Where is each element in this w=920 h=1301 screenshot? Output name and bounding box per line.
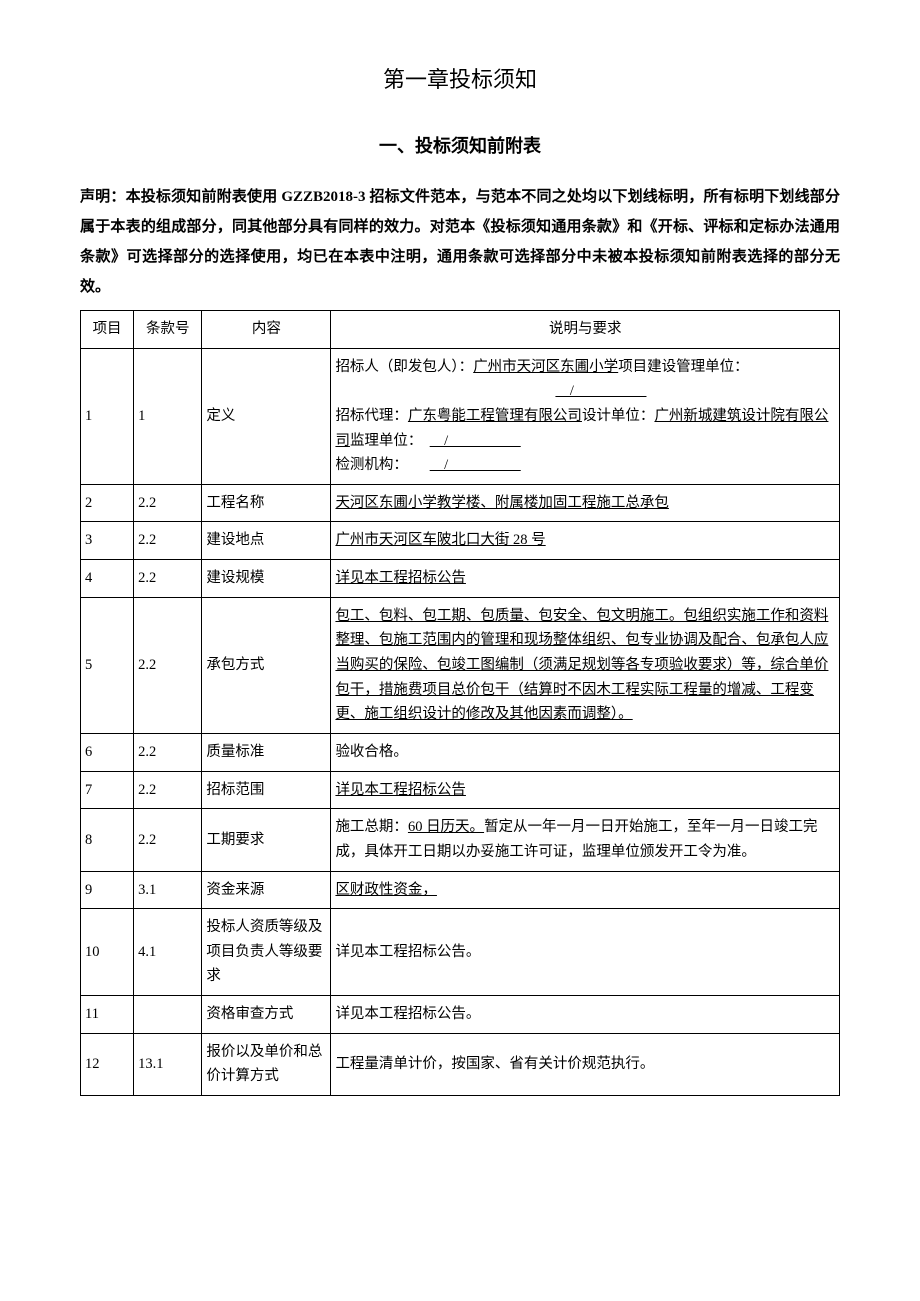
header-desc: 说明与要求 [331,310,840,348]
table-row: 32.2建设地点广州市天河区车陂北口大街 28 号 [81,522,840,560]
cell-item: 2 [81,484,134,522]
cell-desc: 广州市天河区车陂北口大街 28 号 [331,522,840,560]
cell-desc: 包工、包料、包工期、包质量、包安全、包文明施工。包组织实施工作和资料整理、包施工… [331,597,840,733]
cell-clause: 2.2 [134,771,202,809]
cell-content: 承包方式 [202,597,331,733]
cell-item: 3 [81,522,134,560]
cell-item: 5 [81,597,134,733]
cell-desc: 详见本工程招标公告。 [331,909,840,996]
cell-desc: 工程量清单计价，按国家、省有关计价规范执行。 [331,1033,840,1095]
table-row: 72.2招标范围详见本工程招标公告 [81,771,840,809]
cell-clause: 2.2 [134,484,202,522]
cell-content: 报价以及单价和总价计算方式 [202,1033,331,1095]
header-clause: 条款号 [134,310,202,348]
table-header-row: 项目 条款号 内容 说明与要求 [81,310,840,348]
table-row: 11 资格审查方式详见本工程招标公告。 [81,996,840,1034]
cell-desc: 施工总期：60 日历天。暂定从一年一月一日开始施工，至年一月一日竣工完成，具体开… [331,809,840,871]
cell-clause: 2.2 [134,522,202,560]
header-item: 项目 [81,310,134,348]
cell-clause: 13.1 [134,1033,202,1095]
cell-desc: 招标人（即发包人）：广州市天河区东圃小学项目建设管理单位： / 招标代理：广东粤… [331,348,840,484]
cell-content: 资金来源 [202,871,331,909]
declaration-paragraph: 声明：本投标须知前附表使用 GZZB2018-3 招标文件范本，与范本不同之处均… [80,182,840,302]
table-row: 22.2工程名称天河区东圃小学教学楼、附属楼加固工程施工总承包 [81,484,840,522]
cell-clause: 2.2 [134,560,202,598]
table-row: 52.2承包方式包工、包料、包工期、包质量、包安全、包文明施工。包组织实施工作和… [81,597,840,733]
section-title: 一、投标须知前附表 [80,130,840,162]
table-row: 1213.1报价以及单价和总价计算方式工程量清单计价，按国家、省有关计价规范执行… [81,1033,840,1095]
table-row: 104.1投标人资质等级及项目负责人等级要求详见本工程招标公告。 [81,909,840,996]
cell-item: 8 [81,809,134,871]
cell-desc: 详见本工程招标公告 [331,771,840,809]
cell-content: 资格审查方式 [202,996,331,1034]
cell-clause: 3.1 [134,871,202,909]
declaration-prefix: 声明： [80,189,126,205]
cell-content: 建设地点 [202,522,331,560]
table-row: 93.1资金来源区财政性资金， [81,871,840,909]
cell-desc: 验收合格。 [331,733,840,771]
cell-desc: 天河区东圃小学教学楼、附属楼加固工程施工总承包 [331,484,840,522]
header-content: 内容 [202,310,331,348]
cell-item: 7 [81,771,134,809]
table-row: 11定义招标人（即发包人）：广州市天河区东圃小学项目建设管理单位： / 招标代理… [81,348,840,484]
table-row: 42.2建设规模详见本工程招标公告 [81,560,840,598]
cell-item: 11 [81,996,134,1034]
cell-item: 12 [81,1033,134,1095]
declaration-body: 本投标须知前附表使用 GZZB2018-3 招标文件范本，与范本不同之处均以下划… [80,189,840,295]
cell-content: 投标人资质等级及项目负责人等级要求 [202,909,331,996]
cell-clause: 2.2 [134,597,202,733]
cell-content: 质量标准 [202,733,331,771]
cell-clause: 2.2 [134,733,202,771]
cell-clause: 2.2 [134,809,202,871]
cell-content: 定义 [202,348,331,484]
chapter-title: 第一章投标须知 [80,60,840,100]
cell-item: 9 [81,871,134,909]
bid-notice-table: 项目 条款号 内容 说明与要求 11定义招标人（即发包人）：广州市天河区东圃小学… [80,310,840,1096]
cell-content: 工程名称 [202,484,331,522]
table-row: 82.2工期要求施工总期：60 日历天。暂定从一年一月一日开始施工，至年一月一日… [81,809,840,871]
cell-content: 工期要求 [202,809,331,871]
cell-item: 4 [81,560,134,598]
cell-content: 建设规模 [202,560,331,598]
cell-item: 10 [81,909,134,996]
cell-desc: 详见本工程招标公告 [331,560,840,598]
cell-clause: 1 [134,348,202,484]
cell-desc: 区财政性资金， [331,871,840,909]
table-row: 62.2质量标准验收合格。 [81,733,840,771]
cell-clause: 4.1 [134,909,202,996]
cell-item: 6 [81,733,134,771]
cell-desc: 详见本工程招标公告。 [331,996,840,1034]
cell-content: 招标范围 [202,771,331,809]
cell-item: 1 [81,348,134,484]
cell-clause [134,996,202,1034]
